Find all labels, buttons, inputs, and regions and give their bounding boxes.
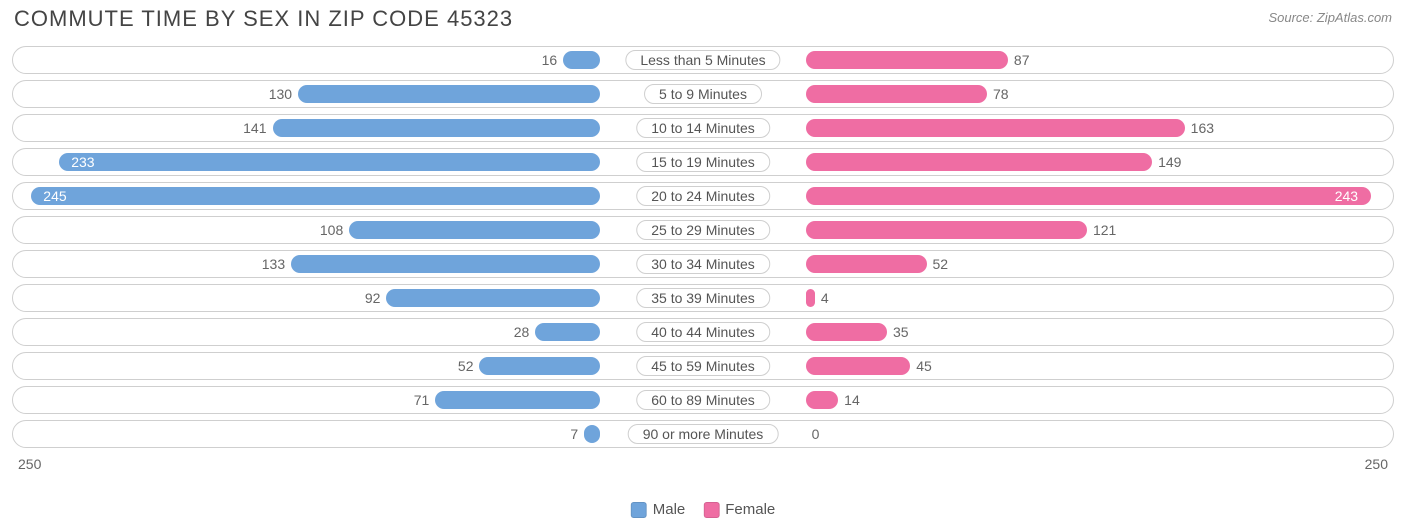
bar-female [806, 391, 839, 409]
chart-row: 7 0 90 or more Minutes [12, 420, 1394, 448]
value-male: 108 [320, 222, 343, 238]
chart-row: 52 45 45 to 59 Minutes [12, 352, 1394, 380]
chart-row: 133 52 30 to 34 Minutes [12, 250, 1394, 278]
category-label: 90 or more Minutes [628, 424, 779, 444]
chart-source: Source: ZipAtlas.com [1268, 6, 1392, 25]
value-female: 243 [1335, 188, 1358, 204]
chart-row: 141 163 10 to 14 Minutes [12, 114, 1394, 142]
category-label: 60 to 89 Minutes [636, 390, 770, 410]
chart-row: 28 35 40 to 44 Minutes [12, 318, 1394, 346]
value-male: 133 [262, 256, 285, 272]
bar-female [806, 221, 1087, 239]
bar-female [806, 255, 927, 273]
bar-female [806, 85, 987, 103]
value-female: 14 [844, 392, 860, 408]
chart-row: 233 149 15 to 19 Minutes [12, 148, 1394, 176]
bar-female [806, 119, 1185, 137]
bar-male [535, 323, 600, 341]
value-male: 28 [514, 324, 530, 340]
value-male: 52 [458, 358, 474, 374]
bar-female [806, 51, 1008, 69]
category-label: 10 to 14 Minutes [636, 118, 770, 138]
category-label: 35 to 39 Minutes [636, 288, 770, 308]
chart-row: 16 87 Less than 5 Minutes [12, 46, 1394, 74]
value-male: 130 [269, 86, 292, 102]
bar-male [584, 425, 600, 443]
chart-title: COMMUTE TIME BY SEX IN ZIP CODE 45323 [14, 6, 513, 32]
category-label: 15 to 19 Minutes [636, 152, 770, 172]
bar-male [298, 85, 600, 103]
legend-swatch-female [703, 502, 719, 518]
category-label: 25 to 29 Minutes [636, 220, 770, 240]
bar-female [806, 357, 911, 375]
category-label: 5 to 9 Minutes [644, 84, 762, 104]
value-male: 71 [414, 392, 430, 408]
legend-item-male: Male [631, 501, 686, 518]
value-male: 141 [243, 120, 266, 136]
bar-male [435, 391, 600, 409]
category-label: 30 to 34 Minutes [636, 254, 770, 274]
bar-male [563, 51, 600, 69]
bar-female [806, 153, 1153, 171]
bar-male [386, 289, 600, 307]
value-female: 121 [1093, 222, 1116, 238]
legend-item-female: Female [703, 501, 775, 518]
bar-male [291, 255, 600, 273]
x-axis: 250 250 [18, 454, 1388, 482]
bar-male [59, 153, 601, 171]
value-male: 7 [570, 426, 578, 442]
value-female: 45 [916, 358, 932, 374]
chart-row: 130 78 5 to 9 Minutes [12, 80, 1394, 108]
bar-female [806, 289, 815, 307]
value-female: 149 [1158, 154, 1181, 170]
value-male: 92 [365, 290, 381, 306]
legend-label-female: Female [725, 501, 775, 518]
bar-male [273, 119, 601, 137]
category-label: 40 to 44 Minutes [636, 322, 770, 342]
bar-female [806, 323, 887, 341]
value-female: 0 [812, 426, 820, 442]
legend: Male Female [631, 501, 776, 518]
value-female: 52 [933, 256, 949, 272]
value-female: 87 [1014, 52, 1030, 68]
axis-max-right: 250 [1365, 456, 1388, 472]
value-male: 233 [71, 154, 94, 170]
bar-male [31, 187, 601, 205]
value-female: 78 [993, 86, 1009, 102]
axis-max-left: 250 [18, 456, 41, 472]
chart-row: 92 4 35 to 39 Minutes [12, 284, 1394, 312]
value-male: 16 [542, 52, 558, 68]
bar-female [806, 187, 1371, 205]
category-label: 45 to 59 Minutes [636, 356, 770, 376]
value-female: 163 [1191, 120, 1214, 136]
category-label: 20 to 24 Minutes [636, 186, 770, 206]
legend-label-male: Male [653, 501, 686, 518]
chart-header: COMMUTE TIME BY SEX IN ZIP CODE 45323 So… [0, 0, 1406, 34]
chart-row: 71 14 60 to 89 Minutes [12, 386, 1394, 414]
value-female: 4 [821, 290, 829, 306]
category-label: Less than 5 Minutes [625, 50, 780, 70]
chart-row: 245 243 20 to 24 Minutes [12, 182, 1394, 210]
value-female: 35 [893, 324, 909, 340]
value-male: 245 [43, 188, 66, 204]
bar-male [479, 357, 600, 375]
legend-swatch-male [631, 502, 647, 518]
chart-row: 108 121 25 to 29 Minutes [12, 216, 1394, 244]
bar-male [349, 221, 600, 239]
diverging-bar-chart: 16 87 Less than 5 Minutes 130 78 5 to 9 Minut… [0, 34, 1406, 448]
